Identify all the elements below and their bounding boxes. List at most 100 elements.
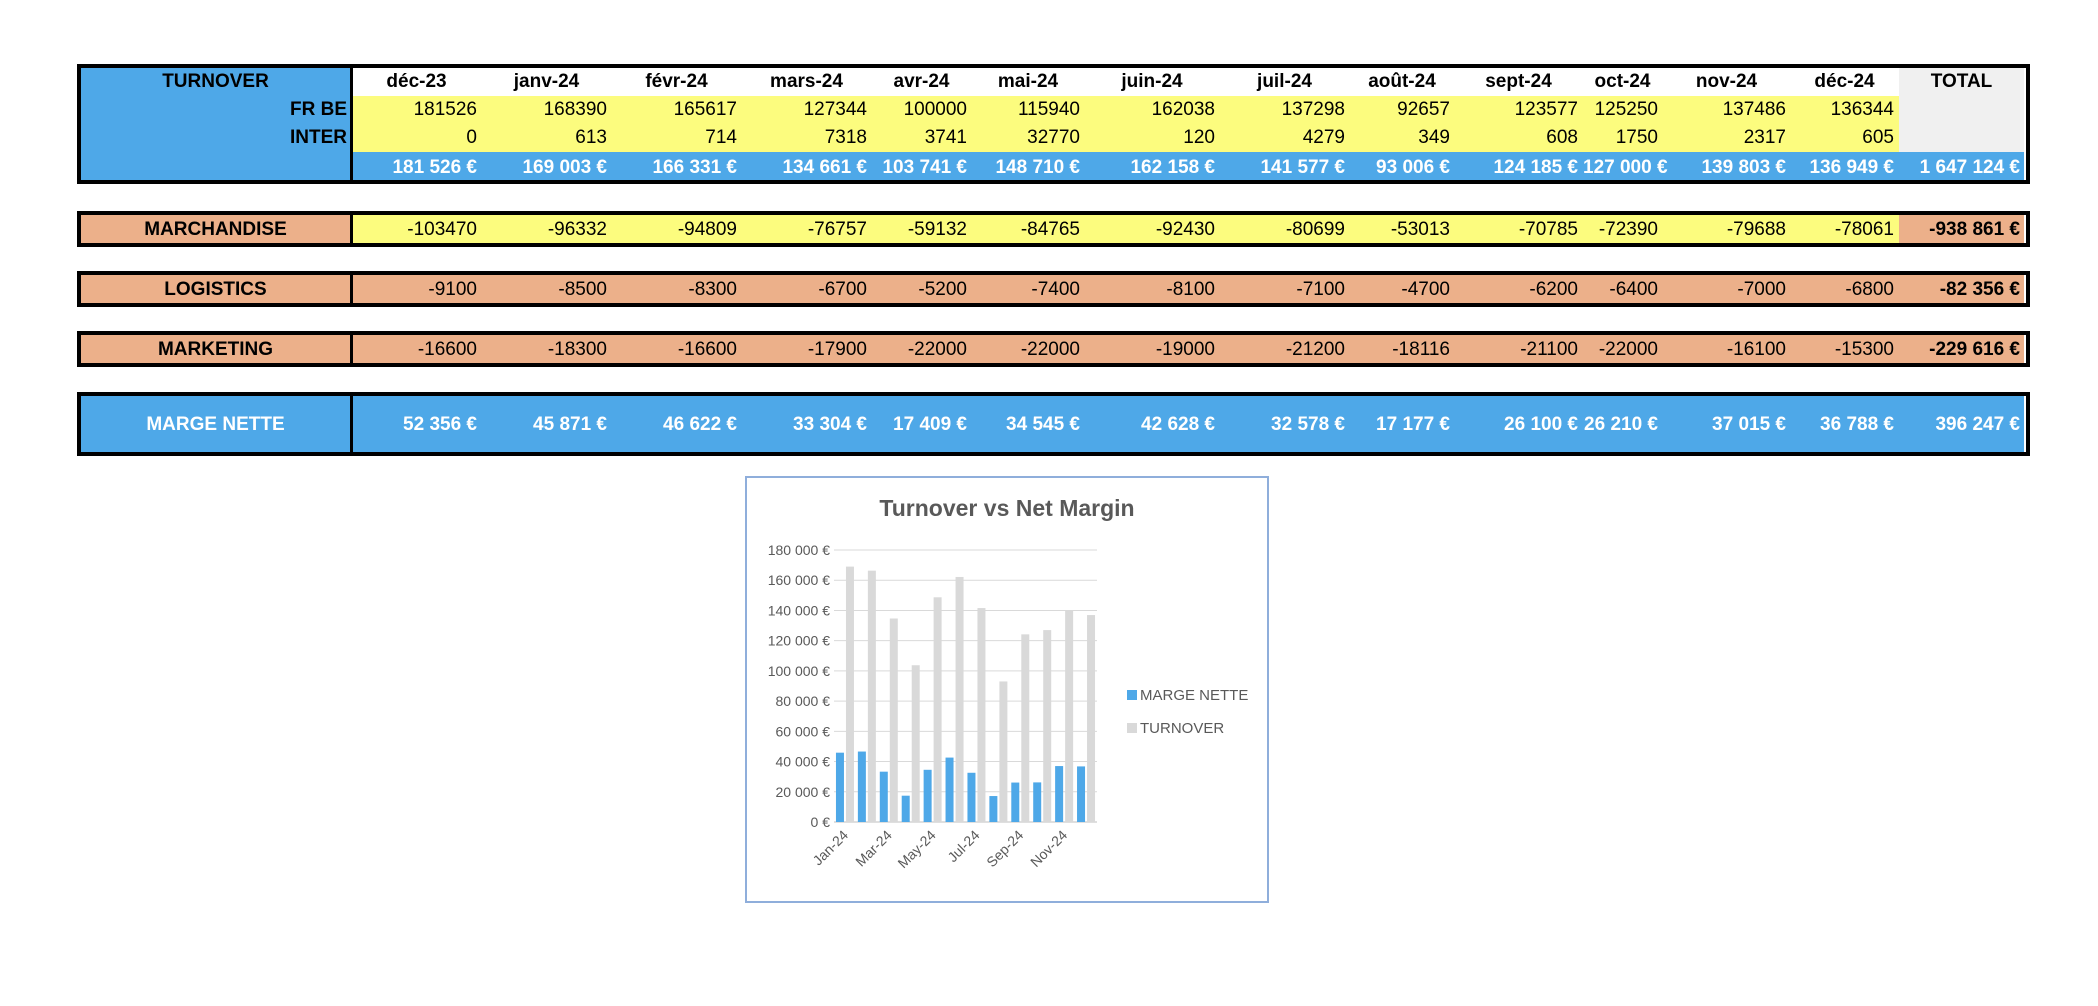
marketing-cell[interactable]: -22000 [1020, 339, 1080, 360]
marge-cell[interactable]: 34 545 € [1006, 414, 1080, 435]
turnover-sum-cell[interactable]: 166 331 € [652, 157, 737, 178]
logistics-total-cell[interactable]: -82 356 € [1939, 279, 2020, 300]
marketing-cell[interactable]: -21200 [1285, 339, 1345, 360]
turnover-sum-cell[interactable]: 148 710 € [995, 157, 1080, 178]
marketing-cell[interactable]: -19000 [1155, 339, 1215, 360]
marketing-cell[interactable]: -17900 [807, 339, 867, 360]
marge-cell[interactable]: 26 210 € [1584, 414, 1658, 435]
logistics-cell[interactable]: -9100 [428, 279, 477, 300]
logistics-cell[interactable]: -6200 [1529, 279, 1578, 300]
inter-cell[interactable]: 613 [575, 127, 607, 148]
marchandise-label[interactable]: MARCHANDISE [144, 219, 287, 240]
inter-cell[interactable]: 2317 [1743, 127, 1786, 148]
month-header[interactable]: juil-24 [1257, 71, 1312, 92]
marge-cell[interactable]: 32 578 € [1271, 414, 1345, 435]
fr-be-cell[interactable]: 168390 [543, 99, 607, 120]
logistics-cell[interactable]: -8500 [558, 279, 607, 300]
fr-be-label[interactable]: FR BE [290, 99, 347, 120]
marge-cell[interactable]: 17 409 € [893, 414, 967, 435]
marchandise-cell[interactable]: -103470 [407, 219, 477, 240]
turnover-sum-cell[interactable]: 136 949 € [1809, 157, 1894, 178]
marketing-cell[interactable]: -22000 [1598, 339, 1658, 360]
inter-cell[interactable]: 3741 [924, 127, 967, 148]
inter-cell[interactable]: 714 [705, 127, 737, 148]
fr-be-cell[interactable]: 92657 [1397, 99, 1450, 120]
marge-cell[interactable]: 37 015 € [1712, 414, 1786, 435]
logistics-cell[interactable]: -4700 [1401, 279, 1450, 300]
fr-be-cell[interactable]: 137486 [1722, 99, 1786, 120]
inter-cell[interactable]: 0 [466, 127, 477, 148]
marge-cell[interactable]: 36 788 € [1820, 414, 1894, 435]
inter-cell[interactable]: 605 [1862, 127, 1894, 148]
marchandise-cell[interactable]: -70785 [1518, 219, 1578, 240]
logistics-cell[interactable]: -6800 [1845, 279, 1894, 300]
fr-be-cell[interactable]: 115940 [1018, 99, 1080, 120]
month-header[interactable]: août-24 [1368, 71, 1436, 92]
marchandise-cell[interactable]: -92430 [1155, 219, 1215, 240]
logistics-cell[interactable]: -7100 [1296, 279, 1345, 300]
marketing-cell[interactable]: -22000 [907, 339, 967, 360]
logistics-cell[interactable]: -7000 [1737, 279, 1786, 300]
turnover-sum-cell[interactable]: 169 003 € [522, 157, 607, 178]
inter-cell[interactable]: 7318 [824, 127, 867, 148]
marchandise-cell[interactable]: -96332 [547, 219, 607, 240]
turnover-vs-net-margin-chart[interactable]: Turnover vs Net Margin 0 € 20 000 € 40 000 … [745, 476, 1269, 903]
marchandise-cell[interactable]: -80699 [1285, 219, 1345, 240]
turnover-sum-cell[interactable]: 141 577 € [1260, 157, 1345, 178]
fr-be-cell[interactable]: 100000 [903, 99, 967, 120]
marketing-cell[interactable]: -21100 [1520, 339, 1578, 360]
month-header[interactable]: déc-24 [1814, 71, 1875, 92]
turnover-sum-cell[interactable]: 139 803 € [1701, 157, 1786, 178]
marchandise-cell[interactable]: -78061 [1834, 219, 1894, 240]
marge-cell[interactable]: 33 304 € [793, 414, 867, 435]
logistics-cell[interactable]: -8100 [1166, 279, 1215, 300]
marge-label[interactable]: MARGE NETTE [146, 414, 285, 435]
turnover-sum-cell[interactable]: 134 661 € [782, 157, 867, 178]
marge-total-cell[interactable]: 396 247 € [1935, 414, 2020, 435]
fr-be-cell[interactable]: 165617 [673, 99, 737, 120]
month-header[interactable]: oct-24 [1594, 71, 1651, 92]
marchandise-cell[interactable]: -59132 [907, 219, 967, 240]
marchandise-cell[interactable]: -94809 [677, 219, 737, 240]
marge-cell[interactable]: 26 100 € [1504, 414, 1578, 435]
marketing-cell[interactable]: -18116 [1392, 339, 1450, 360]
fr-be-cell[interactable]: 125250 [1594, 99, 1658, 120]
turnover-total-cell[interactable]: 1 647 124 € [1919, 157, 2020, 178]
month-header[interactable]: déc-23 [386, 71, 447, 92]
turnover-sum-cell[interactable]: 124 185 € [1493, 157, 1578, 178]
fr-be-cell[interactable]: 162038 [1151, 99, 1215, 120]
inter-cell[interactable]: 608 [1546, 127, 1578, 148]
inter-label[interactable]: INTER [290, 127, 347, 148]
inter-cell[interactable]: 4279 [1302, 127, 1345, 148]
fr-be-cell[interactable]: 123577 [1514, 99, 1578, 120]
marge-cell[interactable]: 52 356 € [403, 414, 477, 435]
month-header[interactable]: avr-24 [893, 71, 950, 92]
month-header[interactable]: mai-24 [997, 71, 1059, 92]
total-header[interactable]: TOTAL [1930, 71, 1993, 92]
marge-cell[interactable]: 46 622 € [663, 414, 737, 435]
marketing-total-cell[interactable]: -229 616 € [1929, 339, 2020, 360]
month-header[interactable]: sept-24 [1485, 71, 1552, 92]
month-header[interactable]: janv-24 [513, 71, 580, 92]
month-header[interactable]: juin-24 [1121, 71, 1183, 92]
month-header[interactable]: nov-24 [1695, 71, 1758, 92]
marge-cell[interactable]: 45 871 € [533, 414, 607, 435]
marketing-cell[interactable]: -15300 [1834, 339, 1894, 360]
logistics-cell[interactable]: -7400 [1031, 279, 1080, 300]
fr-be-cell[interactable]: 127344 [803, 99, 867, 120]
fr-be-cell[interactable]: 136344 [1830, 99, 1894, 120]
turnover-sum-cell[interactable]: 103 741 € [882, 157, 967, 178]
month-header[interactable]: mars-24 [770, 71, 843, 92]
inter-cell[interactable]: 349 [1418, 127, 1450, 148]
turnover-sum-cell[interactable]: 93 006 € [1376, 157, 1450, 178]
marketing-cell[interactable]: -16100 [1726, 339, 1786, 360]
inter-cell[interactable]: 1750 [1615, 127, 1658, 148]
fr-be-cell[interactable]: 137298 [1281, 99, 1345, 120]
fr-be-cell[interactable]: 181526 [413, 99, 477, 120]
logistics-cell[interactable]: -5200 [918, 279, 967, 300]
marchandise-cell[interactable]: -53013 [1390, 219, 1450, 240]
marketing-label[interactable]: MARKETING [157, 339, 274, 360]
marge-cell[interactable]: 17 177 € [1376, 414, 1450, 435]
marge-cell[interactable]: 42 628 € [1141, 414, 1215, 435]
marketing-cell[interactable]: -16600 [677, 339, 737, 360]
